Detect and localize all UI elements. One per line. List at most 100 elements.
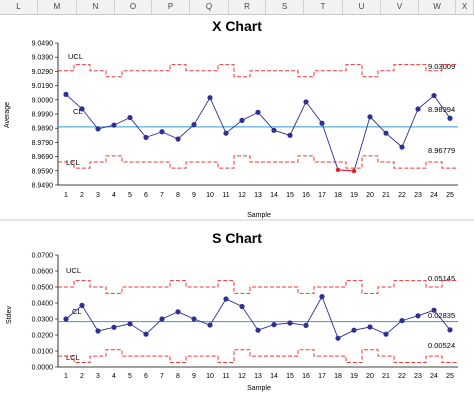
- column-header-x[interactable]: X: [456, 0, 474, 14]
- s-chart-data-point: [127, 321, 133, 327]
- x-chart-cl-label: CL: [73, 107, 83, 116]
- s-chart-data-point: [143, 331, 149, 337]
- x-chart-ytick-label: 9.0390: [32, 55, 54, 62]
- s-chart-data-point: [399, 318, 405, 324]
- s-chart-ytick-label: 0.0100: [32, 349, 54, 356]
- x-chart-xtick-label: 7: [160, 192, 164, 199]
- column-header-t[interactable]: T: [304, 0, 343, 14]
- x-chart-title: X Chart: [212, 18, 262, 34]
- x-chart-data-point: [191, 122, 197, 128]
- x-chart-xtick-label: 4: [112, 192, 116, 199]
- x-chart-data-point: [335, 167, 341, 173]
- x-chart-xtick-label: 18: [334, 192, 342, 199]
- column-header-n[interactable]: N: [77, 0, 115, 14]
- s-chart-lcl-value: 0.00524: [428, 341, 455, 350]
- s-chart-data-point: [111, 324, 117, 330]
- x-chart-xtick-label: 2: [80, 192, 84, 199]
- x-chart-ytick-label: 8.9890: [32, 126, 54, 133]
- x-chart-data-point: [271, 127, 277, 133]
- x-chart-ytick-label: 8.9990: [32, 112, 54, 119]
- x-chart-xtick-label: 8: [176, 192, 180, 199]
- s-chart-xtick-label: 20: [366, 373, 374, 380]
- s-chart-data-point: [63, 316, 69, 322]
- s-chart-ytick-label: 0.0300: [32, 317, 54, 324]
- x-chart-ytick-label: 9.0190: [32, 83, 54, 90]
- s-chart-data-point: [319, 294, 325, 300]
- s-chart-data-point: [95, 328, 101, 334]
- column-header-u[interactable]: U: [343, 0, 381, 14]
- x-chart-xtick-label: 24: [430, 192, 438, 199]
- column-header-p[interactable]: P: [152, 0, 190, 14]
- column-header-o[interactable]: O: [115, 0, 152, 14]
- s-chart-xtick-label: 25: [446, 373, 454, 380]
- s-chart: S Chart Stdev Sample UCL CL LCL 0.05145 …: [6, 230, 458, 392]
- x-chart-ytick-label: 8.9590: [32, 168, 54, 175]
- x-chart-data-point: [319, 120, 325, 126]
- s-chart-data-point: [303, 322, 309, 328]
- x-chart-data-point: [303, 99, 309, 105]
- s-chart-ucl-label: UCL: [66, 266, 81, 275]
- s-chart-xtick-label: 8: [176, 373, 180, 380]
- x-chart-xtick-label: 19: [350, 192, 358, 199]
- s-chart-xtick-label: 24: [430, 373, 438, 380]
- x-chart-xtick-label: 10: [206, 192, 214, 199]
- x-chart-ytick-label: 9.0290: [32, 69, 54, 76]
- s-chart-ucl-line: [58, 280, 458, 294]
- x-chart-xtick-label: 3: [96, 192, 100, 199]
- column-header-v[interactable]: V: [381, 0, 419, 14]
- x-chart-xtick-label: 23: [414, 192, 422, 199]
- x-chart-data-point: [95, 126, 101, 132]
- x-chart-xtick-label: 15: [286, 192, 294, 199]
- x-chart-data-point: [287, 132, 293, 138]
- x-chart-xtick-label: 25: [446, 192, 454, 199]
- s-chart-data-point: [271, 322, 277, 328]
- x-chart-xtick-label: 17: [318, 192, 326, 199]
- x-chart-data-point: [63, 91, 69, 98]
- s-chart-xtick-label: 23: [414, 373, 422, 380]
- x-chart: X Chart Average Sample UCL CL LCL 9.0300…: [4, 18, 458, 219]
- x-chart-data-point: [159, 129, 165, 135]
- x-chart-xtick-label: 20: [366, 192, 374, 199]
- column-header-m[interactable]: M: [38, 0, 77, 14]
- s-chart-xtick-label: 13: [254, 373, 262, 380]
- x-chart-xlabel: Sample: [247, 212, 271, 219]
- x-chart-data-point: [351, 168, 357, 174]
- s-chart-data-point: [447, 327, 453, 333]
- s-chart-cl-value: 0.02835: [428, 311, 455, 320]
- s-chart-xtick-label: 17: [318, 373, 326, 380]
- s-chart-xtick-label: 21: [382, 373, 390, 380]
- column-header-l[interactable]: L: [0, 0, 38, 14]
- s-chart-xtick-label: 16: [302, 373, 310, 380]
- x-chart-data-point: [255, 109, 261, 115]
- x-chart-xtick-label: 22: [398, 192, 406, 199]
- s-chart-data-point: [335, 335, 341, 341]
- x-chart-ooc-segment: [337, 169, 355, 172]
- s-chart-data-point: [351, 327, 357, 333]
- s-chart-ylabel: Stdev: [6, 306, 13, 324]
- x-chart-xtick-label: 21: [382, 192, 390, 199]
- s-chart-data-point: [255, 327, 261, 333]
- s-chart-data-point: [191, 316, 197, 322]
- s-chart-ytick-label: 0.0500: [32, 285, 54, 292]
- s-chart-data-point: [383, 331, 389, 337]
- x-chart-lcl-value: 8.96779: [428, 146, 455, 155]
- control-charts: X Chart Average Sample UCL CL LCL 9.0300…: [0, 18, 474, 392]
- x-chart-ucl-label: UCL: [68, 52, 83, 61]
- column-header-w[interactable]: W: [419, 0, 456, 14]
- x-chart-data-point: [223, 130, 229, 136]
- s-chart-xtick-label: 12: [238, 373, 246, 380]
- s-chart-data-point: [287, 320, 293, 326]
- s-chart-data-point: [223, 296, 229, 302]
- x-chart-ytick-label: 9.0090: [32, 97, 54, 104]
- x-chart-xtick-label: 13: [254, 192, 262, 199]
- x-chart-xtick-label: 11: [222, 192, 229, 199]
- x-chart-xtick-label: 5: [128, 192, 132, 199]
- column-header-q[interactable]: Q: [190, 0, 229, 14]
- x-chart-xtick-label: 6: [144, 192, 148, 199]
- s-chart-data-point: [207, 322, 213, 328]
- x-chart-data-point: [207, 95, 213, 101]
- column-header-s[interactable]: S: [266, 0, 304, 14]
- column-header-r[interactable]: R: [229, 0, 266, 14]
- s-chart-xtick-label: 18: [334, 373, 342, 380]
- x-chart-data-point: [175, 136, 181, 142]
